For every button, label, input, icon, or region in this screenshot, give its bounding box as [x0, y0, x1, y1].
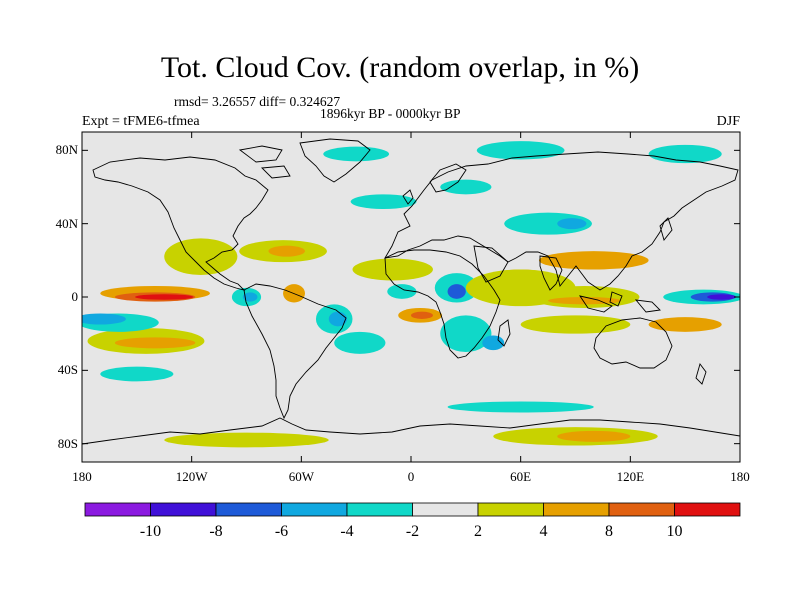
- coastline-australia: [593, 317, 673, 369]
- lat-tick-label: 80N: [55, 142, 78, 158]
- lon-tick-label: 0: [407, 469, 415, 484]
- coastline-indonesia: [579, 291, 661, 313]
- coastline-india: [539, 255, 563, 291]
- colorbar: [84, 502, 741, 517]
- coastline-eurasia: [384, 151, 739, 291]
- coastline-madagascar: [497, 319, 511, 347]
- season-label: DJF: [716, 114, 740, 129]
- colorbar-label: 8: [605, 523, 613, 540]
- coastline-scandinavia: [429, 163, 467, 193]
- coastline-arctic-islands: [238, 145, 291, 179]
- colorbar-swatch: [84, 502, 151, 517]
- colorbar-swatch: [215, 502, 282, 517]
- chart-title: Tot. Cloud Cov. (random overlap, in %): [160, 51, 640, 84]
- colorbar-swatch: [477, 502, 544, 517]
- coastline-new-zealand: [695, 363, 707, 385]
- anomaly-region-m6tom4: [82, 313, 126, 325]
- lon-tick-label: 180: [72, 469, 92, 484]
- coastline-arabia: [473, 245, 509, 283]
- anomaly-region-m4tom2: [440, 315, 492, 352]
- coastline-japan: [659, 217, 673, 241]
- coastline-britain: [402, 189, 414, 205]
- time-period-label: 1896kyr BP - 0000kyr BP: [320, 106, 461, 121]
- anomaly-region-8to10: [411, 311, 433, 320]
- anomaly-region-m10tom8: [707, 294, 737, 300]
- anomaly-region-2to4: [352, 258, 433, 281]
- anomaly-region-m4tom2: [334, 331, 386, 354]
- anomaly-region-m4tom2: [440, 179, 492, 195]
- coastline-south-america: [243, 283, 347, 420]
- colorbar-label: -10: [139, 523, 162, 540]
- axis-ticks: [81, 132, 741, 462]
- colorbar-swatch: [608, 502, 675, 517]
- lon-tick-label: 60E: [510, 469, 532, 484]
- lon-tick-label: 180: [730, 469, 750, 484]
- anomaly-region-2to4: [520, 315, 631, 334]
- anomaly-region-4to8: [648, 317, 722, 332]
- colorbar-swatch: [281, 502, 348, 517]
- experiment-label: Expt = tFME6-tfmea: [82, 114, 200, 129]
- anomaly-region-2to4: [164, 238, 238, 275]
- colorbar-swatch: [674, 502, 741, 517]
- anomaly-region-m6tom4: [482, 335, 505, 351]
- lat-tick-label: 40N: [55, 215, 78, 231]
- colorbar-swatch: [150, 502, 217, 517]
- anomaly-region-m6tom4: [242, 292, 258, 302]
- anomaly-region-4to8: [538, 251, 649, 270]
- anomaly-region-m4tom2: [387, 284, 417, 299]
- colorbar-label: -2: [405, 523, 420, 540]
- anomaly-region-m4tom2: [504, 212, 592, 235]
- coastline-africa: [384, 249, 501, 359]
- anomaly-region-m8tom6: [447, 284, 466, 299]
- colorbar-label: -4: [340, 523, 354, 540]
- lat-tick-label: 0: [71, 289, 79, 304]
- colorbar-label: 2: [474, 523, 482, 540]
- anomaly-region-m4tom2: [447, 401, 594, 413]
- coastline-greenland: [299, 138, 371, 183]
- anomaly-region-2to4: [164, 432, 329, 448]
- anomaly-region-4to8: [114, 337, 196, 349]
- lat-tick-label: 40S: [57, 362, 78, 378]
- anomaly-region-m4tom2: [350, 194, 417, 210]
- colorbar-label: 4: [539, 523, 548, 540]
- anomaly-region-m4tom2: [100, 366, 174, 382]
- anomaly-region-m4tom2: [323, 146, 390, 162]
- lon-tick-label: 120E: [616, 469, 645, 484]
- lon-tick-label: 120W: [175, 469, 208, 484]
- anomaly-region-gt10: [135, 294, 194, 300]
- anomaly-fill-layer: [82, 141, 740, 448]
- lat-tick-label: 80S: [57, 435, 78, 451]
- colorbar-label: 10: [666, 523, 683, 540]
- anomaly-region-4to8: [268, 245, 305, 257]
- rmsd-diff-stats: rmsd= 3.26557 diff= 0.324627: [174, 94, 341, 109]
- coastline-antarctica: [82, 417, 740, 445]
- colorbar-swatch: [412, 502, 479, 517]
- colorbar-swatch: [543, 502, 610, 517]
- anomaly-region-m6tom4: [328, 311, 348, 327]
- anomaly-region-m4tom2: [476, 141, 565, 160]
- anomaly-region-4to8: [557, 430, 631, 442]
- colorbar-label: -6: [274, 523, 289, 540]
- colorbar-swatch: [346, 502, 413, 517]
- coastline-layer: [82, 138, 740, 445]
- lon-tick-label: 60W: [288, 469, 314, 484]
- colorbar-label: -8: [209, 523, 223, 540]
- coastline-north-america: [92, 156, 269, 291]
- anomaly-region-m6tom4: [557, 218, 587, 230]
